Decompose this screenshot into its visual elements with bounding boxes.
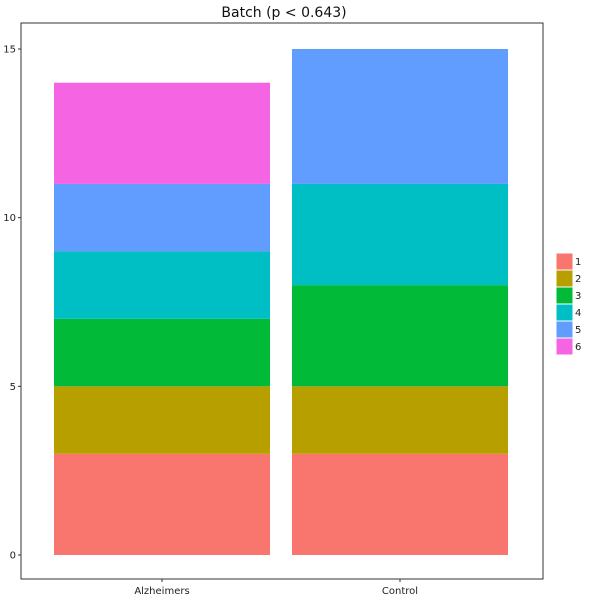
x-tick-label: Control <box>382 586 418 597</box>
legend-label: 3 <box>575 291 581 302</box>
legend-label: 2 <box>575 274 581 285</box>
legend-key-6 <box>555 337 574 356</box>
legend-key-2 <box>555 269 574 288</box>
axes: 0 5 10 15 Alzheimers Control <box>3 45 418 598</box>
bar-segment-control-4 <box>292 183 508 286</box>
bar-segment-control-3 <box>292 285 508 387</box>
bar-segment-alzheimers-6 <box>54 82 270 184</box>
y-tick-label: 5 <box>10 382 16 393</box>
y-tick-label: 10 <box>3 213 16 224</box>
legend-label: 5 <box>575 325 581 336</box>
plot-border <box>20 22 544 580</box>
bar-segment-alzheimers-2 <box>54 386 270 454</box>
y-tick-label: 15 <box>3 45 16 56</box>
chart-title: Batch (p < 0.643) <box>221 5 346 21</box>
bar-segment-alzheimers-3 <box>54 318 270 387</box>
legend-key-3 <box>555 286 574 305</box>
x-tick-label: Alzheimers <box>134 586 189 597</box>
bars <box>54 49 508 555</box>
legend-label: 4 <box>575 308 581 319</box>
legend: 1 2 3 4 5 6 <box>555 252 581 356</box>
legend-label: 6 <box>575 342 581 353</box>
y-tick-label: 0 <box>10 551 16 562</box>
legend-key-1 <box>555 252 574 271</box>
bar-segment-alzheimers-1 <box>54 453 270 555</box>
bar-segment-alzheimers-5 <box>54 183 270 252</box>
legend-label: 1 <box>575 257 581 268</box>
legend-key-5 <box>555 320 574 339</box>
bar-segment-control-1 <box>292 453 508 555</box>
legend-key-4 <box>555 303 574 322</box>
bar-segment-alzheimers-4 <box>54 251 270 319</box>
bar-segment-control-2 <box>292 386 508 454</box>
bar-segment-control-5 <box>292 49 508 184</box>
